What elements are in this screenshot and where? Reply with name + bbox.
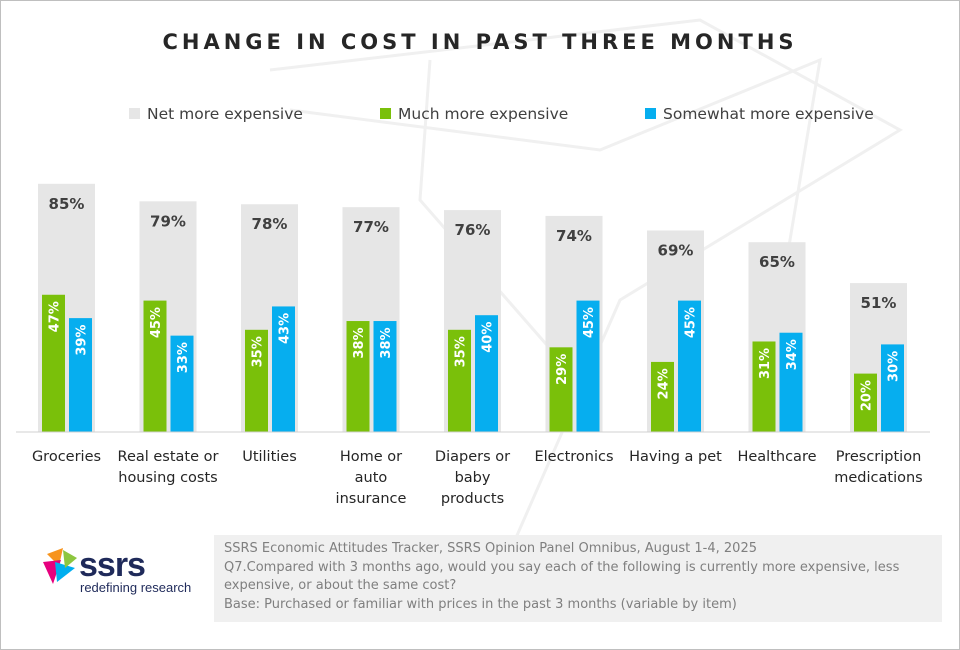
bar-somewhat (475, 315, 498, 432)
bar-somewhat (881, 344, 904, 432)
data-label-net: 79% (150, 212, 186, 230)
category-label-line: Healthcare (737, 449, 817, 465)
category-label-line: auto (354, 470, 388, 486)
bar-much (42, 294, 65, 432)
data-label-net: 69% (658, 242, 694, 260)
bar-much (549, 347, 573, 432)
data-label-net: 65% (759, 253, 795, 271)
bar-much (448, 329, 471, 432)
category-label: Prescription medications (824, 447, 934, 489)
question-line-2: expensive, or about the same cost? (224, 578, 457, 593)
data-label-somewhat: 38% (379, 327, 394, 358)
category-label: Home or auto insurance (316, 447, 426, 510)
category-label-line: Real estate or (117, 449, 219, 465)
category-label-line: housing costs (118, 470, 218, 486)
source-line: SSRS Economic Attitudes Tracker, SSRS Op… (224, 541, 757, 556)
bar-much (245, 329, 268, 432)
logo-mark-icon (43, 548, 77, 584)
data-label-somewhat: 30% (887, 351, 902, 382)
category-label-line: Home or (339, 449, 403, 465)
category-label-line: baby (454, 470, 491, 486)
data-label-somewhat: 45% (582, 307, 597, 338)
legend-swatch-somewhat (645, 108, 656, 119)
source-note: SSRS Economic Attitudes Tracker, SSRS Op… (214, 535, 942, 622)
data-label-net: 77% (353, 218, 389, 236)
bar-somewhat (678, 300, 701, 432)
category-label: Diapers or baby products (418, 447, 528, 510)
legend-swatch-much (380, 108, 391, 119)
bar-much (854, 373, 877, 432)
data-label-much: 35% (454, 336, 469, 367)
legend-item-much: Much more expensive (380, 105, 568, 125)
data-label-much: 20% (860, 380, 875, 411)
chart-title: CHANGE IN COST IN PAST THREE MONTHS (162, 30, 798, 54)
base-line: Base: Purchased or familiar with prices … (224, 597, 737, 612)
logo-tagline: redefining research (80, 580, 192, 595)
ssrs-logo: ssrs redefining research (43, 546, 213, 606)
question-line-1: Q7.Compared with 3 months ago, would you… (224, 560, 900, 575)
data-label-somewhat: 33% (176, 342, 191, 373)
category-label-line: Having a pet (629, 449, 722, 465)
data-label-much: 29% (555, 354, 570, 385)
category-label-line: Utilities (242, 449, 297, 465)
legend-item-net: Net more expensive (129, 105, 303, 125)
data-label-much: 45% (149, 307, 164, 338)
bar-much (651, 361, 674, 432)
category-label-line: Prescription (835, 449, 922, 465)
category-label: Electronics (519, 447, 629, 468)
data-label-somewhat: 45% (684, 307, 699, 338)
category-label-line: Groceries (31, 449, 102, 465)
category-label: Real estate or housing costs (113, 447, 223, 489)
category-label: Groceries (12, 447, 122, 468)
data-label-much: 24% (657, 368, 672, 399)
category-label: Healthcare (722, 447, 832, 468)
data-label-somewhat: 34% (785, 339, 800, 370)
logo-wordmark: ssrs (79, 546, 146, 584)
bar-somewhat (576, 300, 600, 432)
bar-somewhat (272, 306, 295, 432)
category-label: Having a pet (621, 447, 731, 468)
data-label-net: 76% (455, 221, 491, 239)
data-label-somewhat: 43% (278, 313, 293, 344)
data-label-much: 47% (48, 301, 63, 332)
data-label-net: 78% (252, 215, 288, 233)
legend-item-somewhat: Somewhat more expensive (645, 105, 874, 125)
data-label-somewhat: 39% (75, 325, 90, 356)
data-label-much: 31% (758, 348, 773, 379)
bar-somewhat (373, 321, 397, 432)
data-label-much: 35% (251, 336, 266, 367)
category-label-line: insurance (335, 491, 407, 507)
bar-much (346, 321, 370, 432)
legend-swatch-net (129, 108, 140, 119)
legend-label-somewhat: Somewhat more expensive (663, 105, 874, 123)
category-label-line: Electronics (534, 449, 614, 465)
bar-somewhat (170, 335, 194, 432)
bar-much (752, 341, 776, 432)
legend-label-much: Much more expensive (398, 105, 569, 123)
category-label-line: products (440, 491, 505, 507)
data-label-somewhat: 40% (481, 322, 496, 353)
category-label: Utilities (215, 447, 325, 468)
bar-somewhat (69, 318, 92, 432)
bar-somewhat (779, 332, 803, 432)
category-label-line: Diapers or (434, 449, 511, 465)
data-label-net: 51% (861, 294, 897, 312)
data-label-much: 38% (352, 327, 367, 358)
data-label-net: 85% (49, 195, 85, 213)
category-label-line: medications (834, 470, 923, 486)
legend-label-net: Net more expensive (147, 105, 303, 123)
bar-much (143, 300, 167, 432)
data-label-net: 74% (556, 227, 592, 245)
